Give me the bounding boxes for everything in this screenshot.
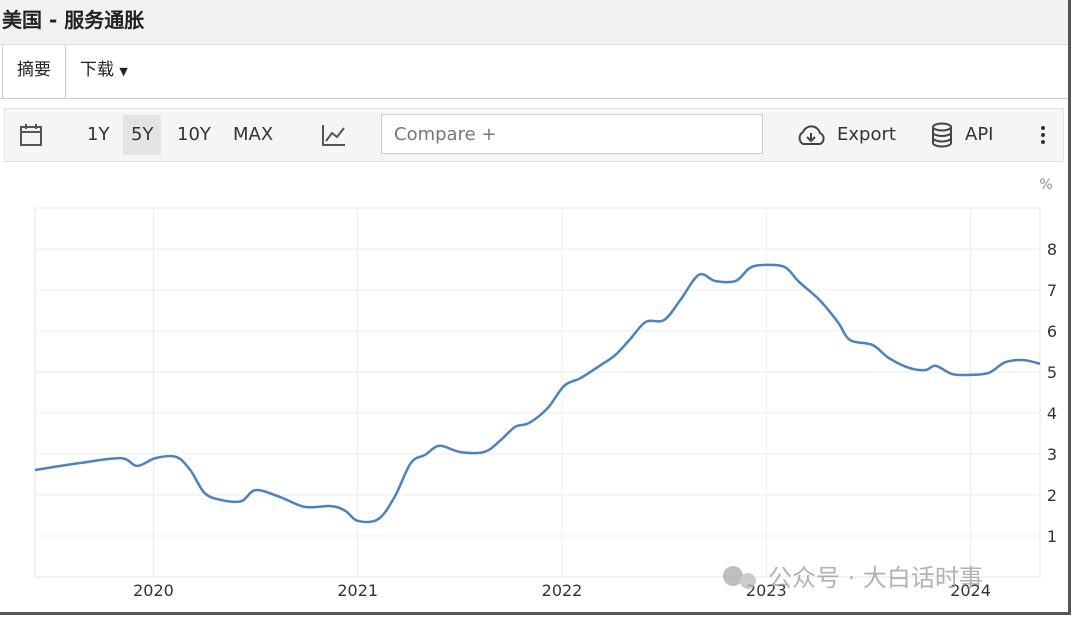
compare-input[interactable]: Compare + <box>381 114 763 154</box>
x-tick-label: 2023 <box>746 581 787 600</box>
export-icon[interactable] <box>795 124 827 146</box>
series-line <box>34 263 1041 524</box>
tab-label[interactable]: 下载 <box>80 60 114 80</box>
chart-type-icon[interactable] <box>321 123 347 147</box>
unit-label: % <box>1039 177 1052 193</box>
x-tick-label: 2024 <box>950 581 991 600</box>
watermark: 公众号 · 大白话时事 <box>723 564 983 592</box>
menu-icon[interactable] <box>1039 125 1047 147</box>
toolbar: 1Y 5Y 10Y MAX Compare + Export API <box>4 108 1064 162</box>
y-tick-label: 8 <box>1047 240 1057 259</box>
page-title: 美国 - 服务通胀 <box>0 0 1068 45</box>
export-button[interactable]: Export <box>837 124 896 145</box>
range-button[interactable]: 10Y <box>177 124 211 145</box>
tab[interactable]: 摘要 <box>2 45 66 98</box>
range-button[interactable]: 1Y <box>87 124 110 145</box>
x-tick-label: 2021 <box>337 581 378 600</box>
x-tick-label: 2022 <box>542 581 583 600</box>
y-tick-label: 1 <box>1047 527 1057 546</box>
range-button[interactable]: 5Y <box>123 115 162 155</box>
plot-area <box>34 207 1041 578</box>
tab-bar: 摘要 下载 ▼ <box>0 45 1068 99</box>
y-tick-label: 4 <box>1047 404 1057 423</box>
range-button[interactable]: MAX <box>233 124 274 145</box>
watermark-icon <box>740 573 756 589</box>
y-tick-label: 5 <box>1047 363 1057 382</box>
y-tick-label: 6 <box>1047 322 1057 341</box>
y-tick-label: 7 <box>1047 281 1057 300</box>
api-button[interactable]: API <box>965 124 994 145</box>
y-tick-label: 2 <box>1047 486 1057 505</box>
watermark-icon <box>723 566 743 586</box>
y-tick-label: 3 <box>1047 445 1057 464</box>
watermark-text: 公众号 · 大白话时事 <box>768 564 983 592</box>
api-icon[interactable] <box>931 122 953 148</box>
x-tick-label: 2020 <box>133 581 174 600</box>
tab[interactable]: 下载 ▼ <box>80 60 128 80</box>
calendar-icon[interactable] <box>19 123 43 147</box>
